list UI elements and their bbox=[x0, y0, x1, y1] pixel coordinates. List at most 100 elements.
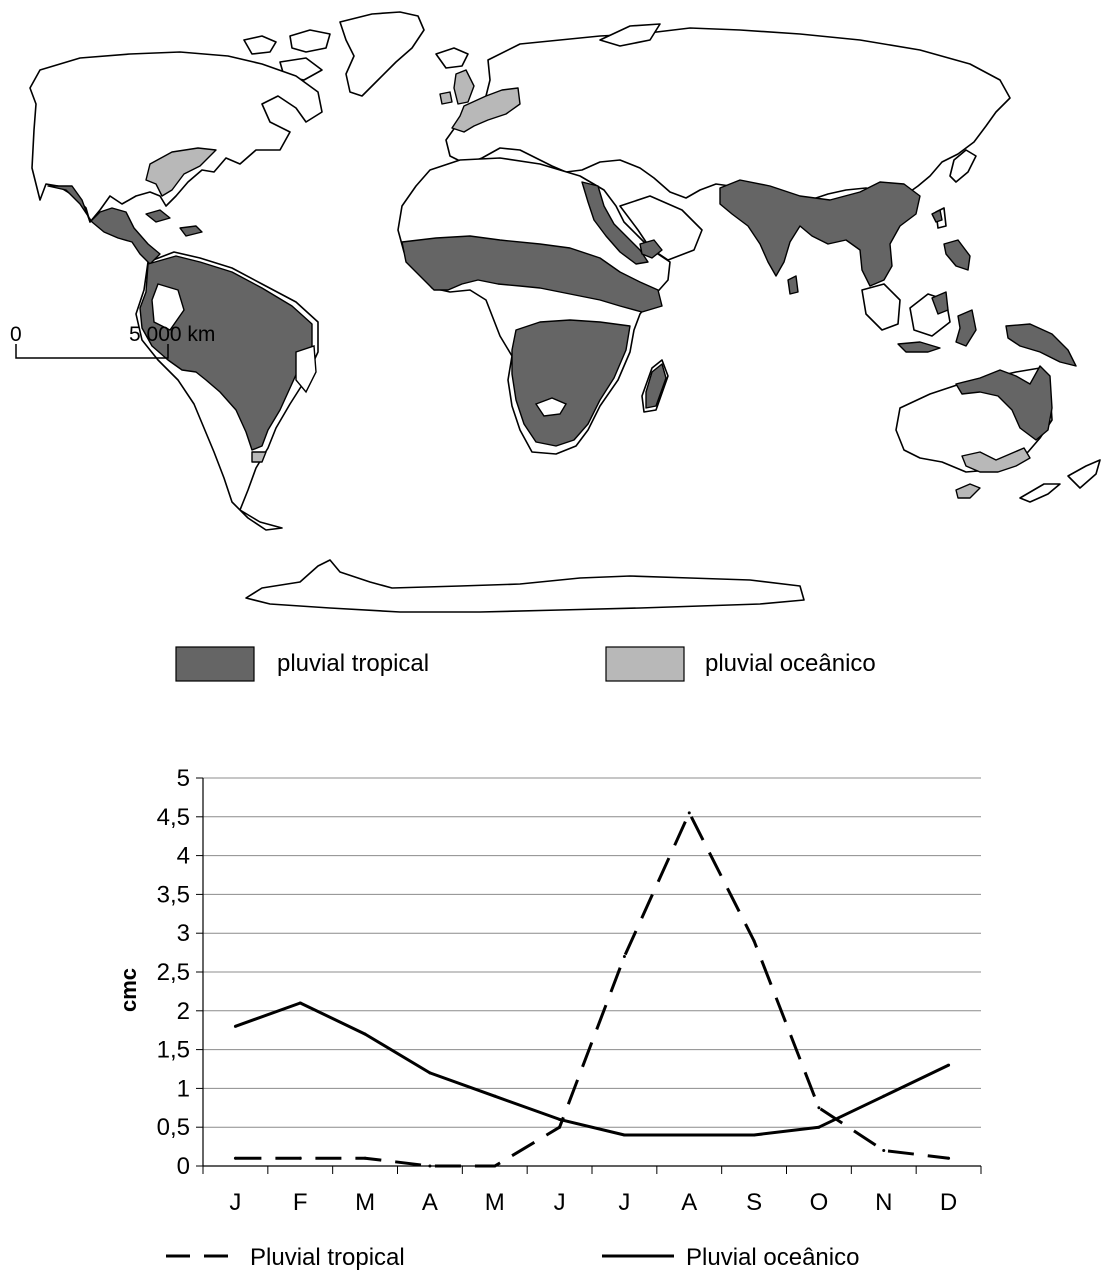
y-tick-label: 0 bbox=[177, 1153, 190, 1180]
tropical-java-region bbox=[897, 341, 941, 353]
scale-bar bbox=[15, 344, 169, 359]
series-line-1 bbox=[234, 1001, 950, 1137]
x-tick-label: F bbox=[293, 1189, 308, 1216]
x-tick-label: N bbox=[875, 1189, 892, 1216]
series-0-point bbox=[428, 1164, 432, 1168]
series-1-point bbox=[298, 1001, 302, 1005]
series-0-point bbox=[817, 1106, 821, 1110]
arctic-island-shape bbox=[243, 35, 277, 55]
series-0-point bbox=[558, 1125, 562, 1129]
tropical-sulawesi-region bbox=[955, 309, 977, 347]
chart-series bbox=[233, 811, 951, 1168]
tropical-west-africa-region bbox=[401, 235, 663, 313]
x-tick-label: M bbox=[355, 1189, 375, 1216]
arabia-shape bbox=[619, 195, 703, 261]
arctic-island-shape bbox=[599, 23, 661, 47]
scale-end-label: 5 000 km bbox=[129, 323, 215, 346]
series-1-point bbox=[493, 1094, 497, 1098]
scale-start-label: 0 bbox=[10, 323, 22, 346]
tropical-madagascar-region bbox=[645, 363, 667, 409]
tropical-arabia-region bbox=[639, 239, 663, 259]
series-1-point bbox=[687, 1133, 691, 1137]
y-axis-label: cmc bbox=[116, 968, 141, 1012]
arctic-island-shape bbox=[289, 29, 331, 53]
y-tick-label: 1 bbox=[177, 1075, 190, 1102]
y-tick-label: 2,5 bbox=[157, 959, 190, 986]
oceanic-tasmania-region bbox=[955, 483, 981, 499]
y-tick-label: 3,5 bbox=[157, 881, 190, 908]
tropical-south-asia-region bbox=[719, 179, 921, 287]
dry-area-hole bbox=[534, 397, 568, 417]
series-0-point bbox=[298, 1156, 302, 1160]
series-0-point bbox=[687, 811, 691, 815]
legend-swatch-tropical bbox=[175, 646, 255, 682]
oceanic-ireland-region bbox=[439, 91, 453, 105]
iceland-shape bbox=[435, 47, 469, 69]
tropical-australia-region bbox=[955, 365, 1053, 441]
new-zealand-shape bbox=[1067, 459, 1101, 489]
world-map: 0 5 000 km pluvial tropical pluvial oceâ… bbox=[10, 11, 1101, 682]
y-tick-label: 3 bbox=[177, 920, 190, 947]
series-line-0 bbox=[235, 811, 949, 1168]
chart-axes bbox=[196, 777, 982, 1174]
oceanic-europe-region bbox=[451, 87, 521, 133]
x-tick-label: O bbox=[810, 1189, 829, 1216]
series-1-point bbox=[558, 1117, 562, 1121]
oceanic-uk-region bbox=[453, 69, 475, 105]
series-0-point bbox=[752, 939, 756, 943]
tropical-new-guinea-region bbox=[1005, 323, 1077, 367]
antarctica-shape bbox=[245, 559, 805, 613]
y-tick-label: 5 bbox=[177, 765, 190, 792]
new-zealand-shape bbox=[1019, 483, 1061, 503]
tropical-island-region bbox=[931, 209, 943, 223]
chart-gridlines bbox=[203, 777, 981, 1167]
series-1-point bbox=[752, 1133, 756, 1137]
x-tick-label: D bbox=[940, 1189, 957, 1216]
indonesia-island-shape bbox=[861, 283, 901, 331]
series-1-point bbox=[947, 1063, 951, 1067]
series-1-point bbox=[882, 1094, 886, 1098]
y-tick-labels: 0 0,5 1 1,5 2 2,5 3 3,5 4 4,5 5 bbox=[157, 765, 190, 1180]
x-tick-label: A bbox=[422, 1189, 438, 1216]
tropical-caribbean-region bbox=[179, 225, 203, 237]
y-tick-label: 4 bbox=[177, 843, 190, 870]
japan-shape bbox=[949, 149, 977, 183]
dry-area-hole bbox=[295, 345, 317, 394]
tropical-sri-lanka-region bbox=[787, 275, 799, 295]
series-0-point bbox=[947, 1156, 951, 1160]
oceanic-north-america-region bbox=[145, 147, 217, 197]
legend-label-oceanic: pluvial oceânico bbox=[705, 650, 876, 677]
tropical-central-america-region bbox=[47, 185, 161, 265]
tropical-borneo-region bbox=[931, 291, 949, 315]
series-0-point bbox=[493, 1164, 497, 1168]
x-tick-label: J bbox=[229, 1189, 241, 1216]
series-0-point bbox=[363, 1156, 367, 1160]
x-tick-label: S bbox=[746, 1189, 762, 1216]
x-tick-label: J bbox=[618, 1189, 630, 1216]
dry-area-hole bbox=[151, 283, 185, 331]
y-tick-label: 1,5 bbox=[157, 1037, 190, 1064]
series-1-point bbox=[622, 1133, 626, 1137]
x-tick-label: M bbox=[485, 1189, 505, 1216]
series-0-point bbox=[233, 1156, 237, 1160]
tropical-southern-africa-region bbox=[511, 319, 631, 447]
series-0-point bbox=[622, 954, 626, 958]
series-1-point bbox=[817, 1125, 821, 1129]
series-1-point bbox=[363, 1032, 367, 1036]
x-tick-label: J bbox=[554, 1189, 566, 1216]
series-1-point bbox=[428, 1071, 432, 1075]
legend-swatch-oceanic bbox=[605, 646, 685, 682]
x-tick-label: A bbox=[681, 1189, 697, 1216]
legend-label-1: Pluvial oceânico bbox=[686, 1244, 859, 1271]
series-0-point bbox=[882, 1148, 886, 1152]
legend-label-0: Pluvial tropical bbox=[250, 1244, 405, 1271]
tropical-caribbean-region bbox=[145, 209, 171, 223]
series-1-point bbox=[233, 1024, 237, 1028]
chart-legend: Pluvial tropical Pluvial oceânico bbox=[166, 1244, 859, 1271]
oceanic-south-america-region bbox=[251, 451, 267, 463]
tropical-nile-region bbox=[581, 181, 649, 265]
oceanic-australia-region bbox=[961, 447, 1031, 473]
tropical-island-region bbox=[943, 239, 971, 271]
